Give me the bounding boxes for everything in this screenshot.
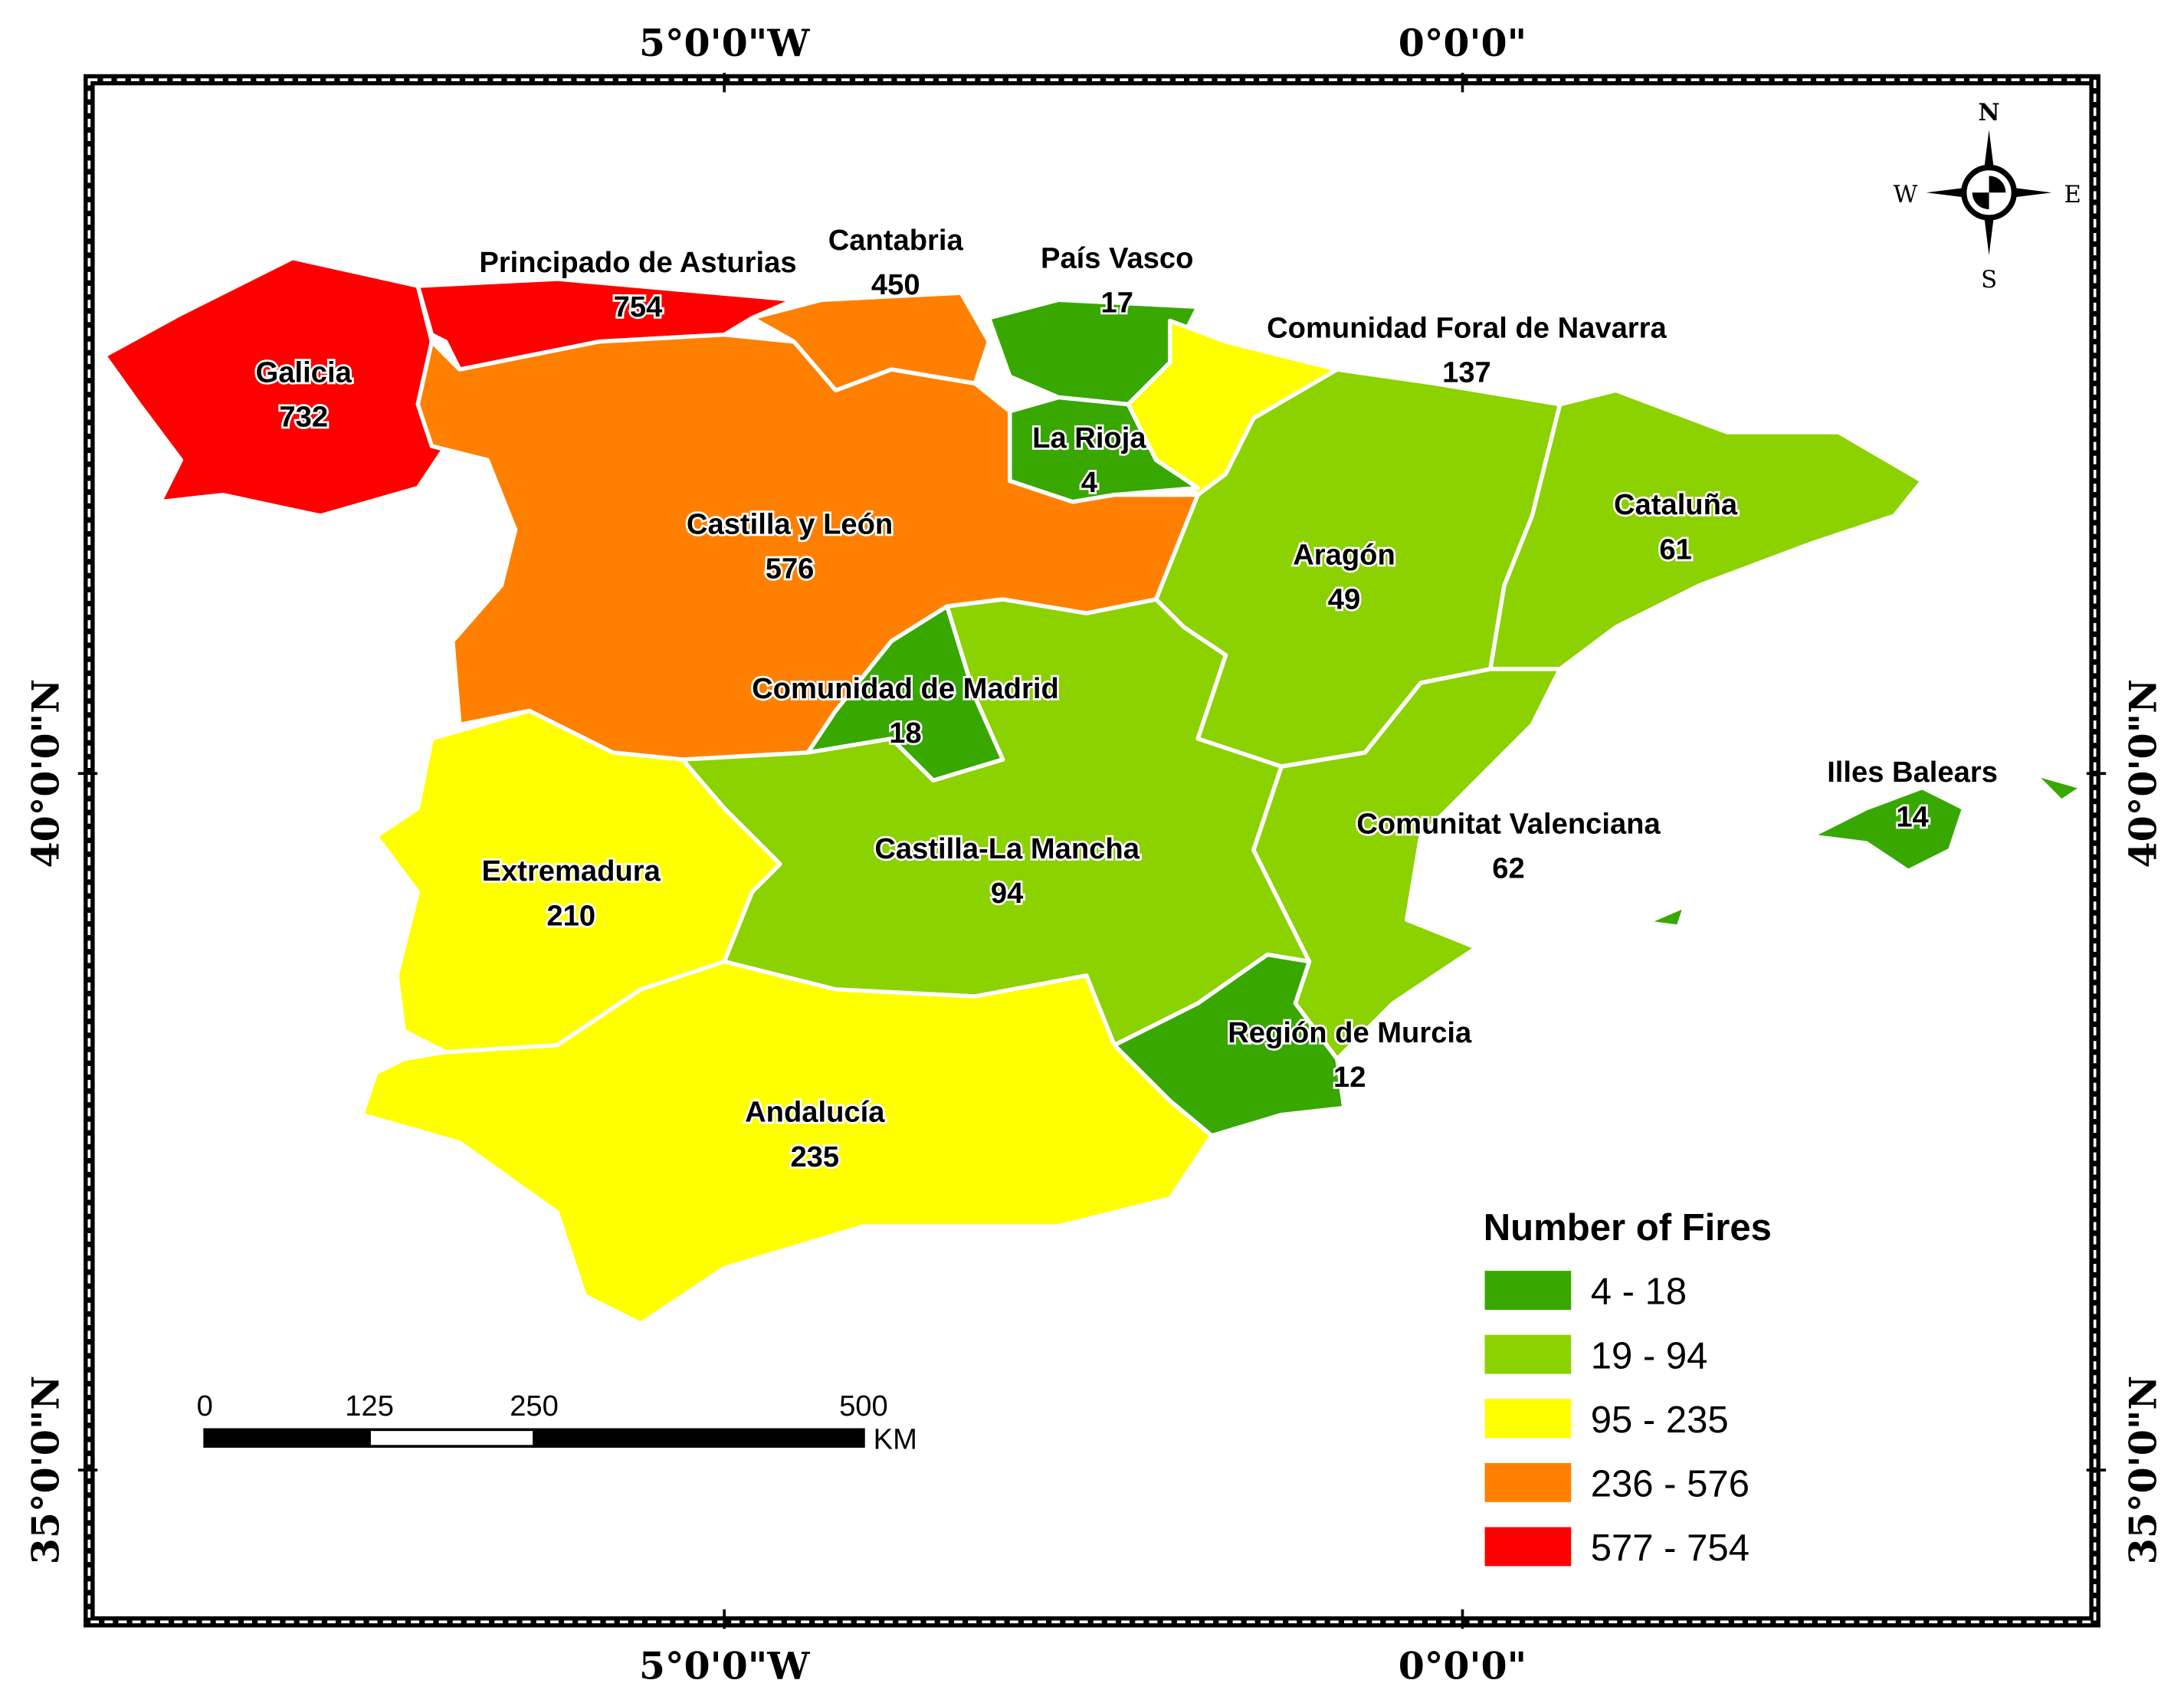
legend: Number of Fires 4 - 18 19 - 94 95 - 235 236… bbox=[1484, 1207, 1772, 1569]
compass-s: S bbox=[1981, 266, 1997, 294]
region-name: Región de Murcia bbox=[1228, 1016, 1472, 1049]
region-value: 12 bbox=[1333, 1061, 1366, 1094]
region-name: País Vasco bbox=[1041, 241, 1193, 274]
region-value: 754 bbox=[614, 290, 663, 323]
longitude-label: 5°0'0"W bbox=[639, 1644, 811, 1688]
longitude-label: 0°0'0" bbox=[1399, 21, 1527, 65]
legend-label: 236 - 576 bbox=[1591, 1464, 1749, 1505]
region-value: 137 bbox=[1442, 356, 1491, 389]
compass-n: N bbox=[1978, 99, 1999, 126]
region bbox=[2031, 771, 2085, 804]
region-value: 18 bbox=[889, 717, 921, 750]
region-value: 62 bbox=[1492, 852, 1524, 885]
region-name: Aragón bbox=[1293, 539, 1395, 572]
region-value: 49 bbox=[1328, 583, 1360, 616]
longitude-label: 5°0'0"W bbox=[639, 21, 811, 65]
region-name: Galicia bbox=[256, 356, 353, 389]
region-value: 576 bbox=[766, 553, 815, 586]
graticule-labels: 5°0'0"W 5°0'0"W 0°0'0" 0°0'0" 40°0'0"N 40°0'0… bbox=[23, 21, 2165, 1688]
scale-tick-label: 125 bbox=[345, 1390, 394, 1422]
region-value: 4 bbox=[1081, 466, 1098, 499]
region bbox=[1644, 904, 1688, 929]
region-name: Andalucía bbox=[745, 1096, 885, 1129]
latitude-label: 35°0'0"N bbox=[2121, 1376, 2166, 1565]
region-value: 17 bbox=[1100, 287, 1133, 320]
latitude-label: 40°0'0"N bbox=[2121, 679, 2166, 868]
region-name: Cataluña bbox=[1614, 488, 1738, 521]
scale-tick-label: 500 bbox=[839, 1390, 888, 1422]
scale-tick-label: 0 bbox=[197, 1390, 213, 1422]
latitude-label: 35°0'0"N bbox=[23, 1376, 67, 1565]
scale-segment bbox=[203, 1428, 371, 1448]
scale-unit: KM bbox=[874, 1423, 917, 1456]
region bbox=[102, 255, 448, 518]
latitude-label: 40°0'0"N bbox=[23, 679, 67, 868]
legend-swatch bbox=[1484, 1462, 1572, 1502]
region-value: 235 bbox=[790, 1140, 839, 1173]
region bbox=[1488, 388, 1925, 671]
compass-e: E bbox=[2064, 181, 2081, 208]
region-name: Extremadura bbox=[482, 855, 661, 888]
scale-tick-label: 250 bbox=[510, 1390, 559, 1422]
region-value: 210 bbox=[546, 899, 595, 932]
legend-title: Number of Fires bbox=[1484, 1207, 1772, 1249]
region bbox=[1251, 667, 1563, 1062]
legend-swatch bbox=[1484, 1527, 1572, 1567]
longitude-label: 0°0'0" bbox=[1399, 1644, 1527, 1688]
legend-swatch bbox=[1484, 1334, 1572, 1374]
region-name: Principado de Asturias bbox=[479, 246, 796, 279]
compass-w: W bbox=[1894, 181, 1918, 208]
legend-label: 577 - 754 bbox=[1591, 1527, 1749, 1569]
frame-pattern bbox=[87, 78, 2097, 1623]
region-value: 450 bbox=[871, 268, 920, 301]
region-name: Castilla-La Mancha bbox=[874, 832, 1140, 865]
region-name: Comunidad Foral de Navarra bbox=[1267, 311, 1667, 344]
compass-center bbox=[1972, 176, 2006, 210]
legend-label: 4 - 18 bbox=[1591, 1272, 1687, 1313]
region-name: Cantabria bbox=[828, 224, 964, 257]
scale-segment bbox=[368, 1428, 536, 1448]
regions bbox=[102, 255, 2085, 1326]
region-name: Castilla y León bbox=[687, 508, 893, 541]
region-value: 732 bbox=[279, 401, 328, 434]
region-value: 61 bbox=[1659, 533, 1691, 566]
region-name: Comunidad de Madrid bbox=[752, 672, 1059, 705]
compass: N S E W bbox=[1894, 99, 2081, 294]
region-labels: Galicia 732 Principado de Asturias 754 Canta… bbox=[254, 221, 2000, 1175]
scale-segment bbox=[533, 1428, 865, 1448]
region-name: Illes Balears bbox=[1827, 756, 1998, 789]
region-value: 94 bbox=[991, 877, 1024, 910]
legend-label: 95 - 235 bbox=[1591, 1399, 1729, 1441]
region bbox=[359, 959, 1215, 1326]
legend-swatch bbox=[1484, 1399, 1572, 1439]
legend-label: 19 - 94 bbox=[1591, 1335, 1708, 1377]
region bbox=[1809, 785, 1966, 874]
region-name: La Rioja bbox=[1032, 422, 1146, 454]
legend-swatch bbox=[1484, 1271, 1572, 1310]
region-name: Comunitat Valenciana bbox=[1356, 807, 1661, 840]
region-value: 14 bbox=[1896, 800, 1929, 833]
